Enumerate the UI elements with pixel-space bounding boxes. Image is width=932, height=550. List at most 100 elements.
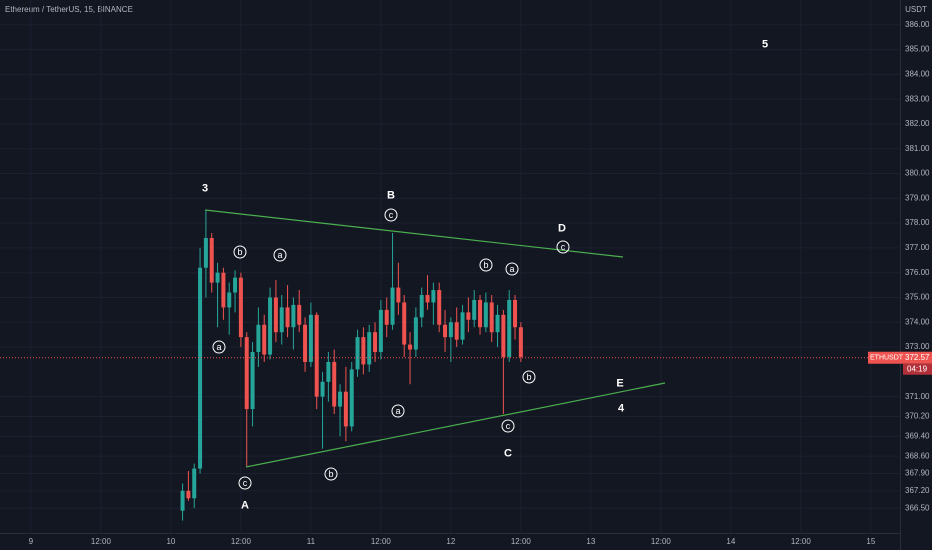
candle-body [454, 322, 459, 340]
wave-label: c [389, 210, 394, 220]
wave-label: a [395, 406, 400, 416]
y-tick-label: 373.00 [905, 342, 930, 351]
candle-body [507, 299, 512, 357]
candle-body [355, 337, 360, 370]
wave-label: b [483, 260, 488, 270]
y-tick-label: 377.00 [905, 243, 930, 252]
wave-label: c [561, 242, 566, 252]
candle-body [460, 312, 465, 340]
x-tick-label: 9 [29, 537, 34, 546]
candle-body [390, 287, 395, 325]
y-tick-label: 375.00 [905, 293, 930, 302]
candle-body [332, 361, 337, 407]
candle-body [408, 344, 413, 350]
wave-label: b [237, 247, 242, 257]
y-tick-label: 367.20 [905, 486, 930, 495]
candle-body [209, 237, 214, 283]
wave-label: c [506, 421, 511, 431]
candle-body [367, 332, 372, 365]
candle-body [513, 299, 518, 328]
countdown-label: 04:19 [907, 364, 928, 373]
candle-body [326, 361, 331, 382]
x-tick-label: 15 [866, 537, 875, 546]
y-tick-label: 384.00 [905, 69, 930, 78]
candle-body [431, 290, 436, 303]
candle-body [279, 307, 284, 333]
candle-body [273, 297, 278, 333]
candle-body [203, 237, 208, 268]
wave-label: 4 [618, 402, 625, 414]
wave-label: a [277, 250, 282, 260]
wave-circle [479, 258, 493, 272]
y-tick-label: 380.00 [905, 169, 930, 178]
y-tick-label: 381.00 [905, 144, 930, 153]
x-tick-label: 12:00 [791, 537, 812, 546]
x-tick-label: 12:00 [511, 537, 532, 546]
wave-circle [556, 240, 570, 254]
trendline [204, 209, 624, 258]
candle-body [518, 327, 523, 357]
candle-body [320, 381, 325, 397]
wave-label: b [328, 469, 333, 479]
x-tick-label: 12 [446, 537, 455, 546]
last-price-label: 372.57 [905, 353, 930, 362]
wave-label: A [241, 499, 249, 511]
x-tick-label: 11 [307, 537, 316, 546]
wave-label: 3 [202, 182, 208, 194]
x-tick-label: 14 [726, 537, 735, 546]
candle-body [437, 290, 442, 325]
y-tick-label: 376.00 [905, 268, 930, 277]
y-tick-label: 368.60 [905, 451, 930, 460]
candle-body [338, 391, 343, 407]
candle-body [297, 304, 302, 325]
symbol-label: ETHUSDT [870, 355, 904, 362]
x-tick-label: 12:00 [651, 537, 672, 546]
candle-body [413, 317, 418, 350]
currency-label: USDT [905, 5, 927, 14]
y-tick-label: 382.00 [905, 119, 930, 128]
candle-body [233, 277, 238, 293]
candle-body [256, 324, 261, 353]
wave-circle [384, 208, 398, 222]
candle-body [244, 337, 249, 410]
candle-body [186, 490, 191, 499]
candle-body [472, 299, 477, 320]
wave-label: B [387, 189, 395, 201]
y-tick-label: 385.00 [905, 45, 930, 54]
candle-body [238, 277, 243, 338]
wave-circle [501, 419, 515, 433]
candle-body [402, 302, 407, 345]
y-tick-label: 367.90 [905, 469, 930, 478]
wave-label: C [504, 447, 512, 459]
wave-circle [522, 370, 536, 384]
wave-circle [273, 248, 287, 262]
candle-body [268, 297, 273, 355]
candle-body [501, 314, 506, 357]
wave-label: b [526, 372, 531, 382]
candle-body [478, 299, 483, 328]
candle-body [396, 287, 401, 303]
wave-label: a [509, 264, 514, 274]
candle-body [443, 324, 448, 338]
candle-body [285, 307, 290, 328]
wave-circle [212, 340, 226, 354]
wave-circle [233, 245, 247, 259]
candle-body [198, 267, 203, 469]
candle-body [308, 314, 313, 362]
candle-body [343, 391, 348, 427]
wave-circle [238, 476, 252, 490]
x-tick-label: 12:00 [231, 537, 252, 546]
candle-body [419, 295, 424, 318]
candle-body [495, 314, 500, 333]
countdown-box [903, 363, 932, 375]
y-tick-label: 366.50 [905, 503, 930, 512]
wave-circle [324, 467, 338, 481]
wave-circle [391, 404, 405, 418]
y-tick-label: 371.00 [905, 392, 930, 401]
candle-body [483, 302, 488, 328]
candle-body [291, 304, 296, 328]
y-tick-label: 370.20 [905, 412, 930, 421]
candle-body [378, 309, 383, 353]
y-tick-label: 369.40 [905, 431, 930, 440]
